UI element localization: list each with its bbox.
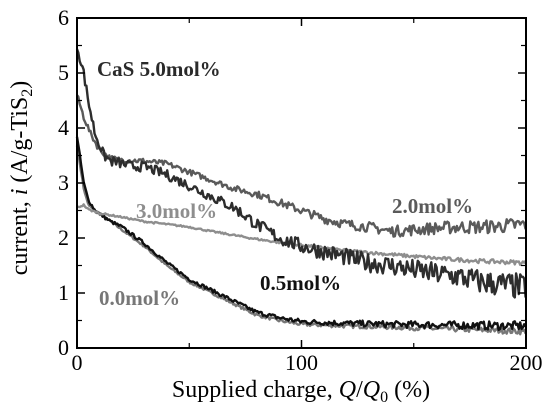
series-label-0-5mol: 0.5mol% [260,271,341,295]
x-tick-label: 200 [510,350,543,375]
y-axis-title-post: ) [7,81,33,89]
y-tick-label: 5 [58,60,69,85]
series-line-3-0mol [76,203,527,266]
x-axis-title: Supplied charge, Q/Q0 (%) [172,377,430,406]
x-tick-label: 0 [72,350,83,375]
x-axis-title-sub0: 0 [380,389,388,406]
x-axis-title-q: Q [339,377,356,403]
y-axis-title: current, i (A/g-TiS2) [7,81,36,275]
series-line-cas-5-0mol [75,48,527,299]
y-tick-label: 1 [58,280,69,305]
x-tick-label: 100 [285,350,318,375]
series-layer [75,48,527,336]
y-axis-title-sub2: 2 [19,89,36,97]
y-axis-title-i: i [7,189,33,196]
y-axis-title-pre: current, [7,195,33,275]
series-label-3-0mol: 3.0mol% [136,199,217,223]
series-label-2-0mol: 2.0mol% [392,194,473,218]
y-tick-label: 3 [58,170,69,195]
series-label-layer: CaS 5.0mol% 2.0mol% 3.0mol% 0.5mol% 0.0mol% [97,57,473,310]
series-label-cas-5-0mol: CaS 5.0mol% [97,57,221,81]
x-axis-title-post: (%) [388,377,430,403]
x-axis-title-slash: / [356,377,363,403]
series-line-0-5mol [75,136,527,332]
y-tick-label: 2 [58,225,69,250]
y-tick-label: 4 [58,115,69,140]
y-axis-title-mid: (A/g-TiS [7,97,33,189]
series-label-0-0mol: 0.0mol% [99,286,180,310]
y-tick-label: 6 [58,5,69,30]
x-axis-title-q0: Q [363,377,380,403]
y-tick-label: 0 [58,335,69,360]
x-axis-title-pre: Supplied charge, [172,377,339,403]
tick-layer: 0 100 200 0 1 2 3 4 5 6 [58,5,543,375]
series-line-2-0mol [76,94,527,238]
